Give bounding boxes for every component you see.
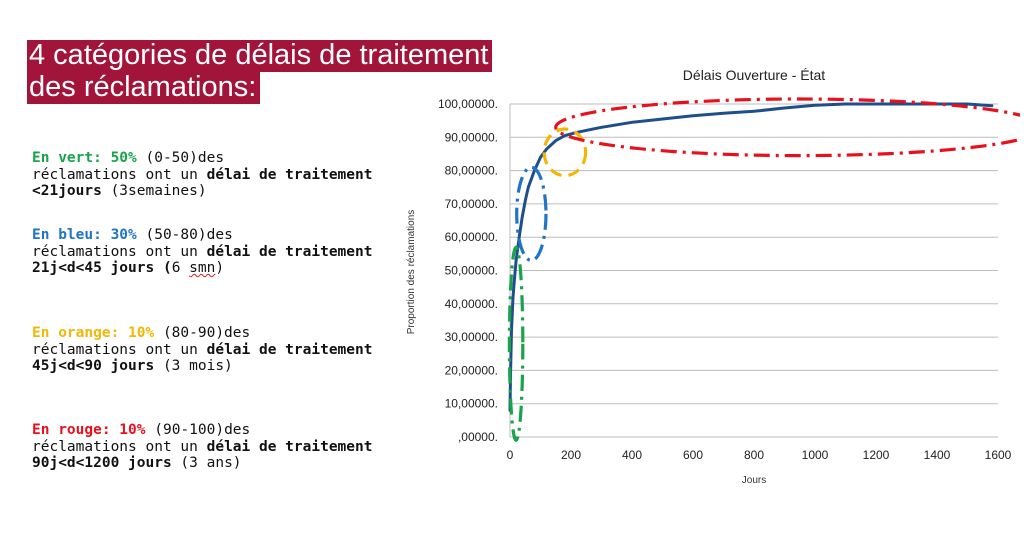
- category-blue-tail-close: ): [215, 260, 225, 276]
- y-tick-label-3: 30,00000.: [445, 330, 498, 344]
- category-red-range: (90-100)des: [145, 422, 251, 438]
- x-tick-label-4: 800: [744, 448, 764, 462]
- y-tick-label-10: 100,00000.: [438, 97, 498, 111]
- y-tick-label-5: 50,00000.: [445, 264, 498, 278]
- category-red-lead: En rouge: 10%: [32, 422, 146, 438]
- category-blue: En bleu: 30% (50-80)des réclamations ont…: [32, 227, 402, 277]
- category-blue-bold: délai de traitement 21j<d<45 jours (: [32, 243, 373, 277]
- category-red-text: réclamations ont un: [32, 438, 207, 455]
- x-tick-label-8: 1600: [985, 448, 1012, 462]
- annotation-ellipse-3: [554, 97, 1020, 158]
- category-green: En vert: 50% (0-50)des réclamations ont …: [32, 150, 402, 200]
- y-tick-label-0: ,00000.: [458, 430, 498, 444]
- category-blue-range: (50-80)des: [136, 227, 233, 243]
- x-tick-label-0: 0: [507, 448, 514, 462]
- chart-series: [508, 102, 994, 412]
- x-tick-label-6: 1200: [863, 448, 890, 462]
- category-red: En rouge: 10% (90-100)des réclamations o…: [32, 422, 402, 472]
- category-blue-tail: 6: [171, 260, 190, 276]
- category-blue-lead: En bleu: 30%: [32, 227, 137, 243]
- category-green-text: réclamations ont un: [32, 166, 207, 183]
- x-tick-label-5: 1000: [802, 448, 829, 462]
- y-tick-label-2: 20,00000.: [445, 363, 498, 377]
- y-axis-ticks: ,00000. 10,00000. 20,00000. 30,00000. 40,000…: [438, 97, 498, 444]
- y-tick-label-1: 10,00000.: [445, 397, 498, 411]
- slide-title-line-2: des réclamations:: [27, 72, 261, 104]
- series-line-0: [508, 102, 994, 412]
- category-orange-range: (80-90)des: [154, 325, 251, 341]
- category-red-bold: délai de traitement 90j<d<1200 jours: [32, 438, 373, 472]
- slide-title-line-1: 4 catégories de délais de traitement: [27, 40, 493, 72]
- x-tick-label-3: 600: [683, 448, 703, 462]
- y-tick-label-6: 60,00000.: [445, 230, 498, 244]
- category-green-range: (0-50)des: [136, 150, 225, 166]
- category-blue-text: réclamations ont un: [32, 243, 207, 260]
- annotation-ellipse-2: [542, 127, 588, 178]
- category-red-tail: (3 ans): [171, 455, 242, 471]
- delay-chart: Délais Ouverture - État ,00000. 10,00000.…: [406, 67, 1020, 486]
- chart-annotations: [507, 97, 1020, 442]
- category-orange-lead: En orange: 10%: [32, 325, 155, 341]
- annotation-ellipse-0: [507, 245, 525, 442]
- category-orange-bold: délai de traitement 45j<d<90 jours: [32, 341, 373, 375]
- x-axis-label: Jours: [742, 475, 766, 486]
- category-orange: En orange: 10% (80-90)des réclamations o…: [32, 325, 402, 375]
- category-green-tail: (3semaines): [101, 183, 207, 199]
- category-blue-tail-smn: smn: [189, 260, 216, 276]
- chart-grid: [509, 103, 998, 438]
- x-tick-label-2: 400: [622, 448, 642, 462]
- chart-title: Délais Ouverture - État: [683, 67, 825, 83]
- x-axis-ticks: 0 200 400 600 800 1000 1200 1400 1600: [507, 448, 1012, 462]
- x-tick-label-1: 200: [561, 448, 581, 462]
- y-tick-label-7: 70,00000.: [445, 197, 498, 211]
- category-orange-text: réclamations ont un: [32, 341, 207, 358]
- y-tick-label-4: 40,00000.: [445, 297, 498, 311]
- category-green-bold: délai de traitement <21jours: [32, 166, 373, 200]
- y-tick-label-9: 90,00000.: [445, 130, 498, 144]
- category-orange-tail: (3 mois): [154, 358, 233, 374]
- y-tick-label-8: 80,00000.: [445, 164, 498, 178]
- y-axis-label: Proportion des réclamations: [406, 210, 417, 335]
- category-green-lead: En vert: 50%: [32, 150, 137, 166]
- x-tick-label-7: 1400: [924, 448, 951, 462]
- annotation-ellipse-1: [515, 165, 548, 263]
